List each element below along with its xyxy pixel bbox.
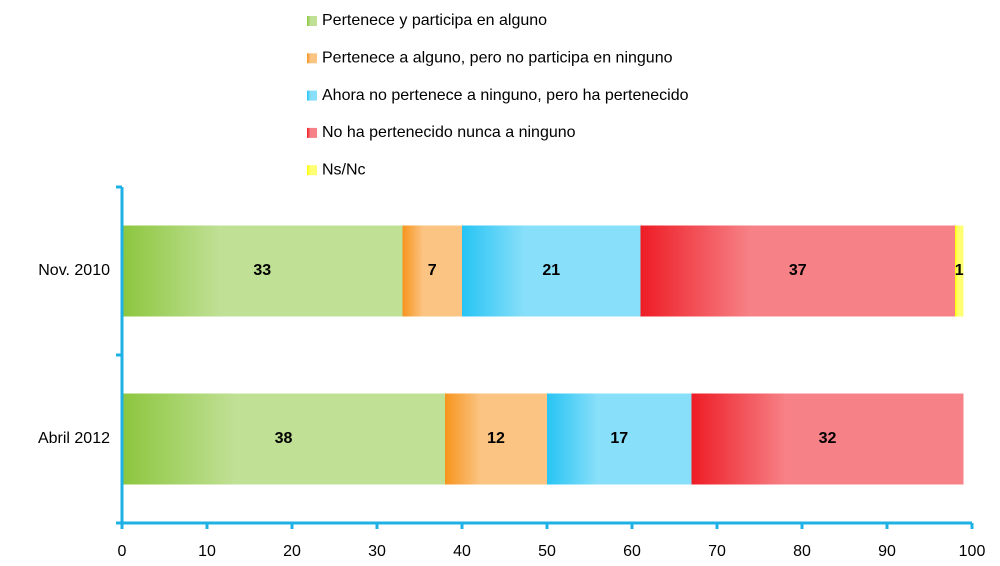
data-label: 7 xyxy=(428,262,437,279)
data-label: 33 xyxy=(253,262,271,279)
x-tick-label: 70 xyxy=(708,543,726,560)
bar-segment xyxy=(445,393,547,485)
x-tick-label: 40 xyxy=(453,543,471,560)
x-tick-label: 50 xyxy=(538,543,556,560)
legend-swatch xyxy=(307,53,317,64)
data-label: 1 xyxy=(955,262,964,279)
legend-label: Ahora no pertenece a ninguno, pero ha pe… xyxy=(322,87,689,104)
legend-swatch xyxy=(307,127,317,138)
x-tick-label: 10 xyxy=(198,543,216,560)
legend-swatch xyxy=(307,90,317,101)
x-tick-label: 100 xyxy=(959,543,986,560)
bar-segment xyxy=(122,393,445,485)
bar-segment xyxy=(640,225,955,317)
x-tick-label: 60 xyxy=(623,543,641,560)
y-tick-label: Abril 2012 xyxy=(38,430,110,447)
bar-segment xyxy=(122,225,403,317)
bar-segment xyxy=(402,225,462,317)
legend-label: Pertenece a alguno, pero no participa en… xyxy=(322,50,673,67)
data-label: 21 xyxy=(542,262,560,279)
bar-segment xyxy=(691,393,964,485)
data-label: 37 xyxy=(789,262,807,279)
legend-swatch xyxy=(307,165,317,176)
legend-label: Pertenece y participa en alguno xyxy=(322,12,547,29)
bar-segment xyxy=(547,393,692,485)
bar-segment xyxy=(462,225,641,317)
bar-segment xyxy=(955,225,964,317)
data-label: 32 xyxy=(819,430,837,447)
x-tick-label: 90 xyxy=(878,543,896,560)
legend-label: Ns/Nc xyxy=(322,161,366,178)
y-tick-label: Nov. 2010 xyxy=(38,262,110,279)
data-label: 38 xyxy=(275,430,293,447)
legend-label: No ha pertenecido nunca a ninguno xyxy=(322,124,576,141)
data-label: 12 xyxy=(487,430,505,447)
data-label: 17 xyxy=(610,430,628,447)
legend-swatch xyxy=(307,16,317,26)
x-tick-label: 30 xyxy=(368,543,386,560)
x-tick-label: 80 xyxy=(793,543,811,560)
x-tick-label: 20 xyxy=(283,543,301,560)
x-tick-label: 0 xyxy=(118,543,127,560)
